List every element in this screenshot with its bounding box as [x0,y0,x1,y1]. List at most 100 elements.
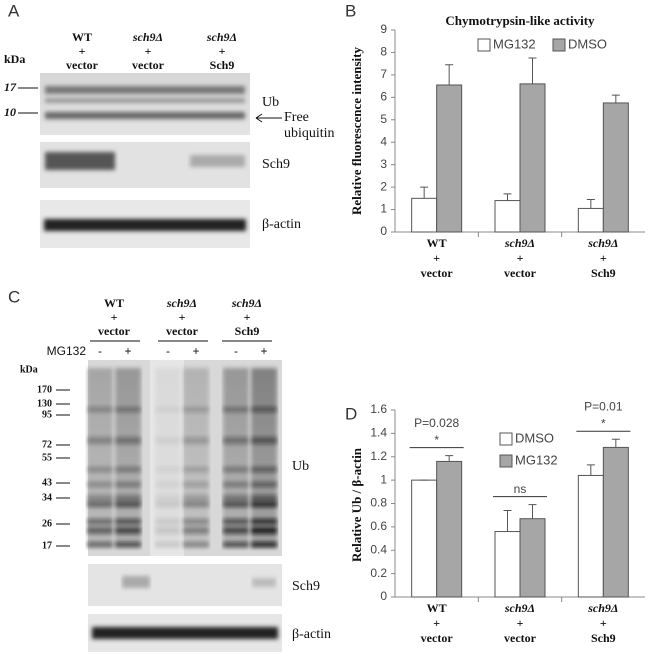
lane-header: + [244,310,251,324]
band [252,578,276,587]
band [190,155,245,167]
band [87,502,113,507]
band [87,437,113,444]
blot-label: Ub [292,459,309,474]
lane-header: + [179,310,186,324]
lane-treatment: - [98,344,102,358]
y-tick-label: 0.4 [370,542,387,556]
lane-header: vector [132,58,165,72]
x-tick-label: + [600,251,607,265]
lane-header: + [145,44,152,58]
panel-label: C [8,287,20,306]
significance-mark: * [601,416,606,430]
marker: 72 [42,439,52,450]
band [251,542,277,547]
error-bar [445,455,454,462]
x-tick-label: vector [421,266,454,280]
band [251,519,277,524]
p-value: P=0.028 [414,416,459,430]
band [251,467,277,472]
legend-label: MG132 [493,36,536,51]
band [115,542,141,547]
lane-header: Sch9 [210,58,235,72]
band [223,482,249,487]
lane-treatment: + [260,344,267,358]
bar [519,83,546,233]
panel-label: A [8,1,20,20]
y-tick-label: 4 [380,134,387,148]
band [155,407,181,412]
band [223,527,249,534]
band [45,98,245,103]
y-tick-label: 6 [380,90,387,104]
band [155,495,181,502]
band [115,407,141,412]
x-tick-label: vector [504,266,537,280]
band [183,502,209,507]
band [155,527,181,534]
band [251,502,277,507]
lane-header: sch9Δ [231,296,262,310]
lane-header: sch9Δ [166,296,197,310]
band [223,542,249,547]
error-bar [528,57,537,84]
band [251,482,277,487]
x-tick-label: vector [421,631,454,645]
band [87,527,113,534]
lane-header: + [111,310,118,324]
band [183,519,209,524]
lane-treatment: + [192,344,199,358]
y-tick-label: 1 [380,472,387,486]
lane-treatment: + [124,344,131,358]
legend-swatch [552,38,566,52]
band [223,407,249,412]
bar [411,197,438,233]
x-tick-label: + [517,616,524,630]
blot-label: Ub [262,95,279,110]
band [115,527,141,534]
legend-swatch [499,432,513,446]
y-tick-label: 5 [380,112,387,126]
x-tick-label: vector [504,631,537,645]
x-tick-label: + [600,616,607,630]
blot [88,564,282,606]
marker: 17 [42,540,52,551]
marker: 10 [4,105,16,119]
band [87,482,113,487]
error-bar [611,94,620,103]
x-tick-label: + [433,616,440,630]
band [183,437,209,444]
band [45,152,115,170]
x-tick-label: sch9Δ [587,236,618,250]
band [87,495,113,502]
blot-c: WT + vector sch9Δ + vector sch9Δ + Sch9 … [20,296,331,652]
significance-mark: * [434,433,439,447]
marker: 17 [4,80,17,94]
blot-label: Free [284,110,309,125]
treatment-label: MG132 [47,344,87,358]
x-tick-label: Sch9 [591,631,616,645]
p-value: P=0.01 [584,399,623,413]
lane-treatment: - [166,344,170,358]
band [115,437,141,444]
lane-smear [87,368,113,548]
blot-label: β-actin [292,627,331,642]
bar [602,446,629,598]
error-bar [503,510,512,532]
y-tick-label: 0.2 [370,566,387,580]
error-bar [445,64,454,85]
x-tick-label: + [433,251,440,265]
band [251,407,277,412]
error-bar [586,464,595,476]
band [223,437,249,444]
bar [577,474,604,598]
blot-label: Sch9 [292,579,320,594]
blot-label: β-actin [262,217,301,232]
bar [519,518,546,598]
band [183,542,209,547]
band [115,482,141,487]
blot-label: Sch9 [262,157,290,172]
y-tick-label: 1 [380,202,387,216]
y-tick-label: 0 [380,589,387,603]
y-tick-label: 2 [380,179,387,193]
